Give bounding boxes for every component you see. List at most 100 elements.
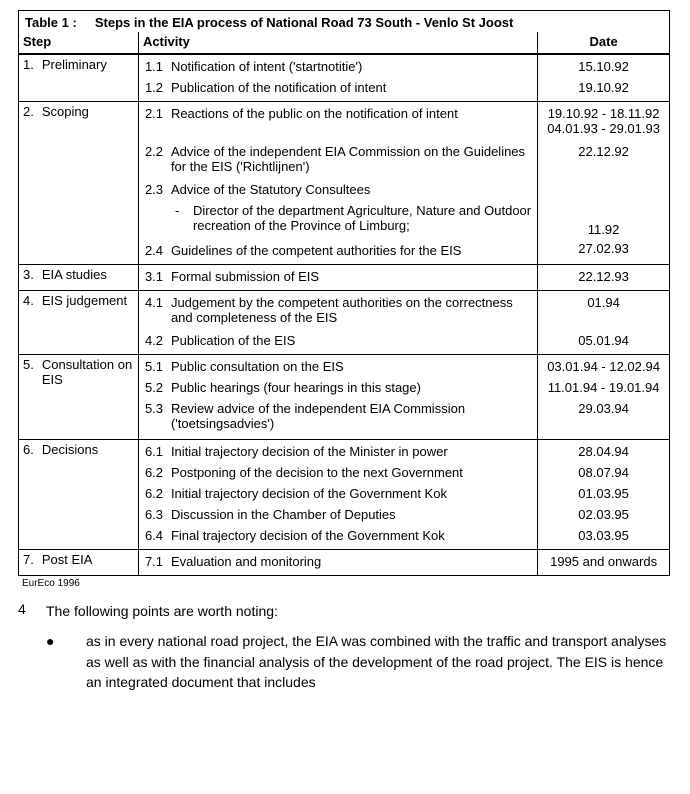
activity-date: 22.12.93 xyxy=(542,267,665,288)
step-label: EIA studies xyxy=(42,267,107,282)
activity-cell: 6.1Initial trajectory decision of the Mi… xyxy=(138,440,537,550)
activity-row: 6.2Postponing of the decision to the nex… xyxy=(143,463,533,484)
activity-row: 5.3Review advice of the independent EIA … xyxy=(143,399,533,437)
activity-text: Postponing of the decision to the next G… xyxy=(171,465,531,480)
step-number: 6. xyxy=(23,442,34,457)
activity-date xyxy=(542,180,665,201)
activity-cell: 2.1Reactions of the public on the notifi… xyxy=(138,102,537,265)
table-row: 6.Decisions6.1Initial trajectory decisio… xyxy=(19,440,670,550)
activity-number: 2.2 xyxy=(145,144,171,159)
activity-row: 1.2Publication of the notification of in… xyxy=(143,78,533,99)
activity-cell: 7.1Evaluation and monitoring xyxy=(138,550,537,576)
step-label: Post EIA xyxy=(42,552,93,567)
step-number: 3. xyxy=(23,267,34,282)
step-cell: 5.Consultation on EIS xyxy=(19,355,139,440)
activity-date: 03.01.94 - 12.02.94 xyxy=(542,357,665,378)
bullet-dot-icon: ● xyxy=(46,631,86,651)
activity-row: 6.2Initial trajectory decision of the Go… xyxy=(143,484,533,505)
step-number: 4. xyxy=(23,293,34,308)
step-number: 7. xyxy=(23,552,34,567)
date-cell: 15.10.9219.10.92 xyxy=(538,54,670,102)
activity-date: 1995 and onwards xyxy=(542,552,665,573)
activity-date: 19.10.92 xyxy=(542,78,665,99)
activity-text: Publication of the EIS xyxy=(171,333,531,348)
table-title-text: Steps in the EIA process of National Roa… xyxy=(95,15,513,30)
activity-text: Initial trajectory decision of the Gover… xyxy=(171,486,531,501)
activity-row: 1.1Notification of intent ('startnotitie… xyxy=(143,57,533,78)
paragraph-number: 4 xyxy=(18,601,46,617)
activity-number: 1.1 xyxy=(145,59,171,74)
activity-row: 2.2Advice of the independent EIA Commiss… xyxy=(143,142,533,180)
table-row: 7. Post EIA 7.1Evaluation and monitoring 19… xyxy=(19,550,670,576)
activity-text: Reactions of the public on the notificat… xyxy=(171,106,531,121)
activity-number: 5.1 xyxy=(145,359,171,374)
paragraph-text: The following points are worth noting: xyxy=(46,603,278,619)
activity-number: 5.2 xyxy=(145,380,171,395)
activity-date: 27.02.93 xyxy=(542,239,665,260)
activity-subdate: 11.92 xyxy=(542,201,665,239)
activity-number: 6.2 xyxy=(145,486,171,501)
activity-number: 5.3 xyxy=(145,401,171,416)
step-number: 5. xyxy=(23,357,34,387)
activity-number: 3.1 xyxy=(145,269,171,284)
activity-row: 5.2Public hearings (four hearings in thi… xyxy=(143,378,533,399)
activity-text: Discussion in the Chamber of Deputies xyxy=(171,507,531,522)
activity-cell: 5.1Public consultation on the EIS5.2Publ… xyxy=(138,355,537,440)
activity-number: 6.2 xyxy=(145,465,171,480)
activity-text: Review advice of the independent EIA Com… xyxy=(171,401,531,431)
activity-row: 4.1Judgement by the competent authoritie… xyxy=(143,293,533,331)
step-cell: 4. EIS judgement xyxy=(19,291,139,355)
step-cell: 7. Post EIA xyxy=(19,550,139,576)
activity-text: Advice of the independent EIA Commission… xyxy=(171,144,531,174)
table-footnote: EurEco 1996 xyxy=(22,578,672,589)
date-cell: 19.10.92 - 18.11.92 04.01.93 - 29.01.932… xyxy=(538,102,670,265)
date-cell: 01.9405.01.94 xyxy=(538,291,670,355)
table-row: 5.Consultation on EIS5.1Public consultat… xyxy=(19,355,670,440)
step-label: EIS judgement xyxy=(42,293,127,308)
table-row: 2. Scoping 2.1Reactions of the public on t… xyxy=(19,102,670,265)
activity-text: Initial trajectory decision of the Minis… xyxy=(171,444,531,459)
activity-number: 2.3 xyxy=(145,182,171,197)
activity-number: 7.1 xyxy=(145,554,171,569)
bullet-item: ●as in every national road project, the … xyxy=(46,631,672,692)
activity-row: 2.3Advice of the Statutory Consultees xyxy=(143,180,533,201)
header-activity: Activity xyxy=(138,32,537,54)
activity-date: 02.03.95 xyxy=(542,505,665,526)
step-label: Preliminary xyxy=(42,57,107,72)
activity-number: 2.4 xyxy=(145,243,171,258)
activity-number: 6.3 xyxy=(145,507,171,522)
activity-date: 28.04.94 xyxy=(542,442,665,463)
activity-row: 2.1Reactions of the public on the notifi… xyxy=(143,104,533,142)
date-cell: 22.12.93 xyxy=(538,265,670,291)
step-number: 2. xyxy=(23,104,34,119)
activity-number: 6.1 xyxy=(145,444,171,459)
step-label: Scoping xyxy=(42,104,89,119)
step-cell: 6. Decisions xyxy=(19,440,139,550)
date-cell: 03.01.94 - 12.02.9411.01.94 - 19.01.9429… xyxy=(538,355,670,440)
activity-row: 6.1Initial trajectory decision of the Mi… xyxy=(143,442,533,463)
activity-row: 4.2Publication of the EIS xyxy=(143,331,533,352)
step-cell: 3. EIA studies xyxy=(19,265,139,291)
activity-subtext: Director of the department Agriculture, … xyxy=(193,203,533,233)
activity-row: 5.1Public consultation on the EIS xyxy=(143,357,533,378)
step-cell: 1.Preliminary xyxy=(19,54,139,102)
activity-text: Evaluation and monitoring xyxy=(171,554,531,569)
date-cell: 1995 and onwards xyxy=(538,550,670,576)
body-paragraph: 4 The following points are worth noting:… xyxy=(18,601,672,696)
header-step: Step xyxy=(19,32,139,54)
activity-number: 4.2 xyxy=(145,333,171,348)
activity-text: Judgement by the competent authorities o… xyxy=(171,295,531,325)
activity-number: 4.1 xyxy=(145,295,171,310)
activity-text: Advice of the Statutory Consultees xyxy=(171,182,531,197)
activity-cell: 3.1Formal submission of EIS xyxy=(138,265,537,291)
eia-table: Table 1 : Steps in the EIA process of Na… xyxy=(18,10,670,576)
activity-text: Formal submission of EIS xyxy=(171,269,531,284)
step-label: Decisions xyxy=(42,442,98,457)
table-row: 1.Preliminary1.1Notification of intent (… xyxy=(19,54,670,102)
activity-date: 05.01.94 xyxy=(542,331,665,352)
activity-date: 15.10.92 xyxy=(542,57,665,78)
activity-number: 1.2 xyxy=(145,80,171,95)
activity-date: 29.03.94 xyxy=(542,399,665,437)
activity-row: 7.1Evaluation and monitoring xyxy=(143,552,533,573)
table-row: 4. EIS judgement 4.1Judgement by the compe… xyxy=(19,291,670,355)
